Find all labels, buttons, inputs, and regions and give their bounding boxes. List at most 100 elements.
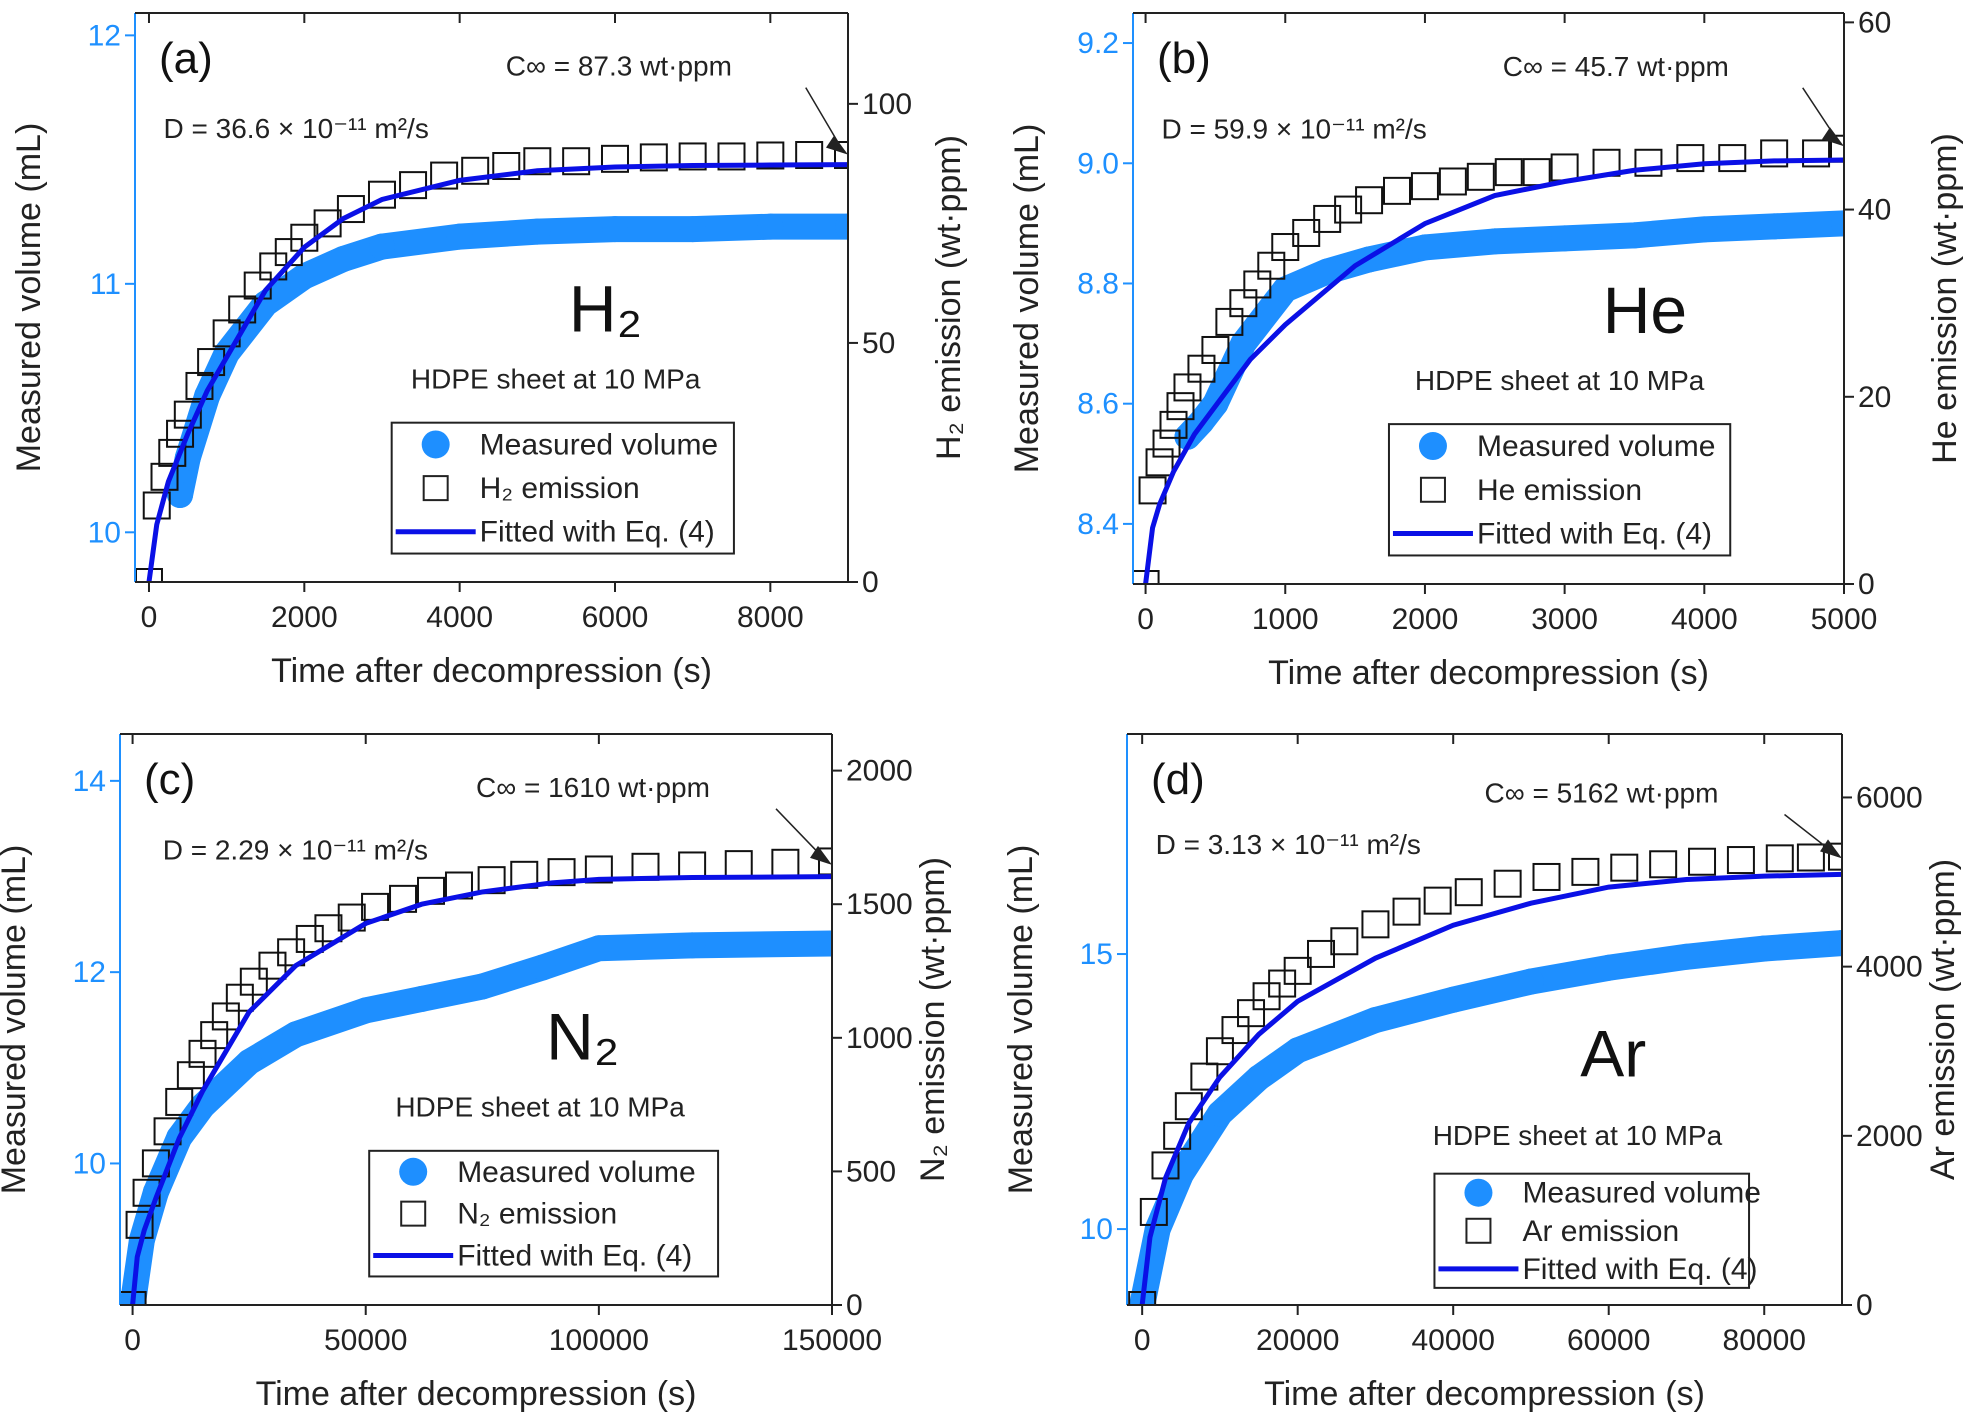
- emission-point: [1522, 158, 1551, 187]
- chart-panel-c: 0 50000 100000 150000 10 12 14 0 500 1000 1500 2000…: [0, 733, 952, 1413]
- y-right-tick-label: 0: [1856, 1289, 1873, 1322]
- emission-point: [678, 851, 707, 880]
- emission-point: [834, 141, 848, 170]
- emission-point: [188, 1039, 217, 1068]
- y-right-axis-title: H₂ emission (wt·ppm): [930, 135, 968, 460]
- gas-label: H₂: [569, 272, 642, 346]
- measured-volume-point: [1440, 986, 1467, 1013]
- legend: Measured volume Ar emission Fitted with Eq…: [1433, 1172, 1761, 1289]
- measured-volume-point: [352, 997, 379, 1024]
- measured-volume-point: [1551, 225, 1578, 252]
- y-right-tick-label: 0: [862, 566, 879, 599]
- c-infinity-label: C∞ = 5162 wt·ppm: [1485, 778, 1719, 809]
- x-tick-label: 5000: [1811, 603, 1878, 636]
- condition-label: HDPE sheet at 10 MPa: [411, 364, 701, 395]
- arrow-head-icon: [1820, 839, 1842, 859]
- measured-volume-point: [1691, 216, 1718, 243]
- legend-entry: H₂ emission: [480, 472, 640, 505]
- arrow-head-icon: [1822, 127, 1844, 147]
- condition-label: HDPE sheet at 10 MPa: [395, 1092, 685, 1123]
- chart-panel-b: 0 1000 2000 3000 4000 5000 8.4 8.6 8.8 9.0 9.2 0 20 4…: [1008, 6, 1964, 692]
- y-right-tick-label: 100: [862, 88, 912, 121]
- y-left-tick-label: 10: [73, 1147, 106, 1180]
- diffusion-coefficient-label: D = 3.13 × 10⁻¹¹ m²/s: [1156, 829, 1421, 860]
- legend-emission-marker-icon: [400, 1200, 427, 1227]
- y-right-tick-label: 1500: [846, 888, 913, 921]
- measured-volume-point: [1284, 1037, 1311, 1064]
- y-left-tick-label: 14: [73, 765, 106, 798]
- x-axis-title: Time after decompression (s): [1264, 1375, 1705, 1413]
- measured-volume-point: [757, 213, 784, 240]
- emission-point: [1410, 172, 1439, 201]
- fit-line: [146, 162, 848, 582]
- x-tick-label: 40000: [1411, 1324, 1494, 1357]
- gas-label: He: [1603, 273, 1687, 347]
- emission-point: [1438, 167, 1467, 196]
- emission-point: [1205, 1037, 1234, 1066]
- y-left-tick-label: 8.6: [1077, 388, 1119, 421]
- emission-point: [1237, 999, 1266, 1028]
- arrow-head-icon: [826, 135, 848, 155]
- diffusion-coefficient-label: D = 2.29 × 10⁻¹¹ m²/s: [163, 835, 428, 866]
- emission-point: [1330, 927, 1359, 956]
- emission-point: [1649, 850, 1678, 879]
- emission-point: [1760, 139, 1789, 168]
- emission-point: [678, 142, 707, 171]
- emission-point: [1828, 842, 1842, 871]
- panel-label: (a): [159, 34, 213, 83]
- emission-point: [125, 1210, 154, 1239]
- y-right-tick-label: 0: [1858, 568, 1875, 601]
- emission-point: [1383, 176, 1412, 205]
- emission-point: [639, 143, 668, 172]
- emission-point: [1571, 857, 1600, 886]
- emission-point: [717, 142, 746, 171]
- legend-entry: Fitted with Eq. (4): [1522, 1253, 1757, 1286]
- y-right-tick-label: 4000: [1856, 951, 1923, 984]
- emission-point: [176, 1061, 205, 1090]
- emission-point: [1334, 195, 1363, 224]
- measured-volume-point: [524, 218, 551, 245]
- plot-area: [135, 141, 848, 582]
- y-right-axis-title: Ar emission (wt·ppm): [1924, 859, 1962, 1180]
- emission-point: [1145, 448, 1174, 477]
- emission-point: [584, 855, 613, 884]
- measured-volume-point: [282, 1021, 309, 1048]
- emission-point: [1718, 144, 1747, 173]
- measured-volume-point: [1673, 943, 1700, 970]
- legend: Measured volume N₂ emission Fitted with Eq…: [368, 1149, 720, 1278]
- y-right-tick-label: 2000: [846, 755, 913, 788]
- x-tick-label: 8000: [737, 601, 804, 634]
- x-tick-label: 3000: [1531, 603, 1598, 636]
- emission-point: [795, 141, 824, 170]
- x-tick-label: 80000: [1723, 1324, 1806, 1357]
- emission-point: [1159, 410, 1188, 439]
- emission-point: [600, 144, 629, 173]
- legend-measured-marker-icon: [1464, 1178, 1493, 1207]
- measured-volume-point: [819, 930, 832, 957]
- y-right-tick-label: 2000: [1856, 1120, 1923, 1153]
- emission-point: [818, 847, 832, 876]
- emission-point: [1610, 853, 1639, 882]
- measured-volume-point: [291, 263, 318, 290]
- emission-point: [1493, 869, 1522, 898]
- legend-entry: Measured volume: [1522, 1177, 1760, 1210]
- legend-measured-marker-icon: [421, 430, 450, 459]
- x-axis-title: Time after decompression (s): [1268, 654, 1709, 692]
- fit-line: [1143, 157, 1844, 584]
- measured-volume-point: [1831, 210, 1844, 237]
- y-right-tick-label: 50: [862, 327, 895, 360]
- legend-emission-marker-icon: [1419, 476, 1446, 503]
- legend-entry: Measured volume: [457, 1156, 695, 1189]
- legend-entry: Fitted with Eq. (4): [480, 516, 715, 549]
- y-right-tick-label: 60: [1858, 6, 1891, 39]
- emission-point: [1765, 844, 1794, 873]
- measured-volume-point: [601, 216, 628, 243]
- plot-area: [1133, 134, 1844, 584]
- legend-emission-marker-icon: [422, 475, 449, 502]
- x-tick-label: 50000: [324, 1324, 407, 1357]
- x-axis-title: Time after decompression (s): [271, 652, 712, 690]
- measured-volume-point: [1362, 1007, 1389, 1034]
- emission-point: [295, 924, 324, 953]
- measured-volume-point: [1751, 935, 1778, 962]
